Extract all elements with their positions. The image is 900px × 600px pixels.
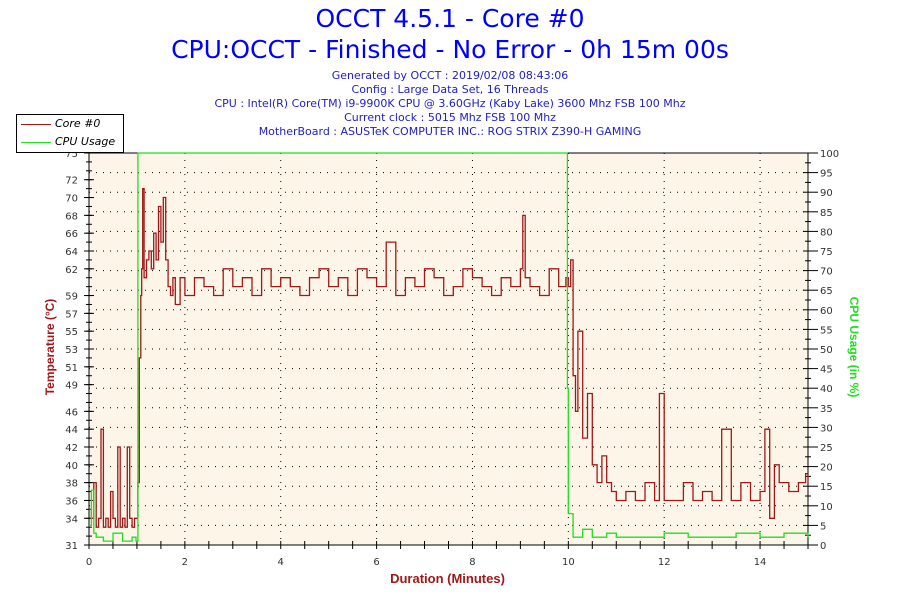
y-tick-label-left: 72: [65, 176, 78, 187]
y-tick-label-right: 95: [820, 169, 833, 180]
x-tick-label: 0: [86, 557, 92, 568]
legend-swatch-cpu-usage: [21, 142, 51, 143]
y-tick-label-left: 49: [65, 381, 78, 392]
y-tick-label-right: 90: [820, 188, 833, 199]
x-tick-label: 8: [469, 557, 475, 568]
legend-label-core0: Core #0: [55, 117, 101, 130]
y-tick-label-right: 35: [820, 404, 833, 415]
info-clock: Current clock : 5015 Mhz FSB 100 Mhz: [344, 111, 556, 124]
y-tick-label-right: 10: [820, 502, 833, 513]
y-tick-label-left: 44: [65, 425, 78, 436]
y-tick-label-right: 30: [820, 423, 833, 434]
y-tick-label-right: 5: [820, 521, 826, 532]
chart-title: OCCT 4.5.1 - Core #0: [315, 4, 585, 33]
y-tick-label-left: 40: [65, 461, 78, 472]
y-tick-label-left: 64: [65, 247, 78, 258]
y-tick-label-right: 0: [820, 541, 826, 552]
y-tick-label-left: 51: [65, 363, 78, 374]
y-tick-label-right: 50: [820, 345, 833, 356]
plot-area: [89, 153, 808, 545]
y-tick-label-right: 85: [820, 208, 833, 219]
x-tick-label: 10: [562, 557, 575, 568]
info-motherboard: MotherBoard : ASUSTeK COMPUTER INC.: ROG…: [258, 125, 642, 138]
x-tick-label: 6: [373, 557, 379, 568]
y-tick-label-left: 68: [65, 211, 78, 222]
y-tick-label-right: 65: [820, 286, 833, 297]
y-axis-right-label: CPU Usage (in %): [847, 296, 861, 398]
y-tick-label-right: 40: [820, 384, 833, 395]
y-tick-label-left: 59: [65, 292, 78, 303]
y-tick-label-left: 53: [65, 345, 78, 356]
cpu-usage-line: [89, 152, 809, 542]
y-tick-label-right: 70: [820, 267, 833, 278]
y-tick-label-left: 42: [65, 443, 78, 454]
x-tick-label: 14: [754, 557, 767, 568]
chart-subtitle: CPU:OCCT - Finished - No Error - 0h 15m …: [171, 35, 729, 64]
info-generated: Generated by OCCT : 2019/02/08 08:43:06: [331, 69, 569, 82]
y-tick-label-right: 20: [820, 463, 833, 474]
x-tick-label: 4: [278, 557, 284, 568]
y-tick-label-left: 62: [65, 265, 78, 276]
legend-swatch-core0: [21, 124, 51, 125]
y-tick-label-right: 55: [820, 325, 833, 336]
info-cpu: CPU : Intel(R) Core(TM) i9-9900K CPU @ 3…: [214, 97, 686, 110]
y-tick-label-left: 46: [65, 407, 78, 418]
info-config: Config : Large Data Set, 16 Threads: [351, 83, 549, 96]
y-tick-label-right: 15: [820, 482, 833, 493]
y-tick-label-left: 57: [65, 309, 78, 320]
y-tick-label-right: 60: [820, 306, 833, 317]
x-axis-label: Duration (Minutes): [390, 571, 505, 586]
x-tick-label: 12: [658, 557, 671, 568]
y-tick-label-right: 80: [820, 227, 833, 238]
y-tick-label-left: 75: [65, 149, 78, 160]
y-axis-left-label: Temperature (°C): [43, 298, 57, 396]
y-tick-label-right: 25: [820, 443, 833, 454]
legend-label-cpu-usage: CPU Usage: [55, 135, 116, 148]
x-tick-label: 2: [182, 557, 188, 568]
y-tick-label-right: 45: [820, 365, 833, 376]
y-tick-label-left: 31: [65, 541, 78, 552]
y-tick-label-left: 36: [65, 496, 78, 507]
y-tick-label-left: 55: [65, 327, 78, 338]
y-tick-label-left: 66: [65, 229, 78, 240]
chart-legend: Core #0 CPU Usage: [16, 114, 124, 153]
legend-item-core0: Core #0: [17, 116, 123, 132]
y-tick-label-left: 34: [65, 514, 78, 525]
y-tick-label-right: 100: [820, 149, 839, 160]
legend-item-cpu-usage: CPU Usage: [17, 134, 123, 150]
y-tick-label-left: 70: [65, 194, 78, 205]
y-tick-label-left: 38: [65, 479, 78, 490]
y-tick-label-right: 75: [820, 247, 833, 258]
